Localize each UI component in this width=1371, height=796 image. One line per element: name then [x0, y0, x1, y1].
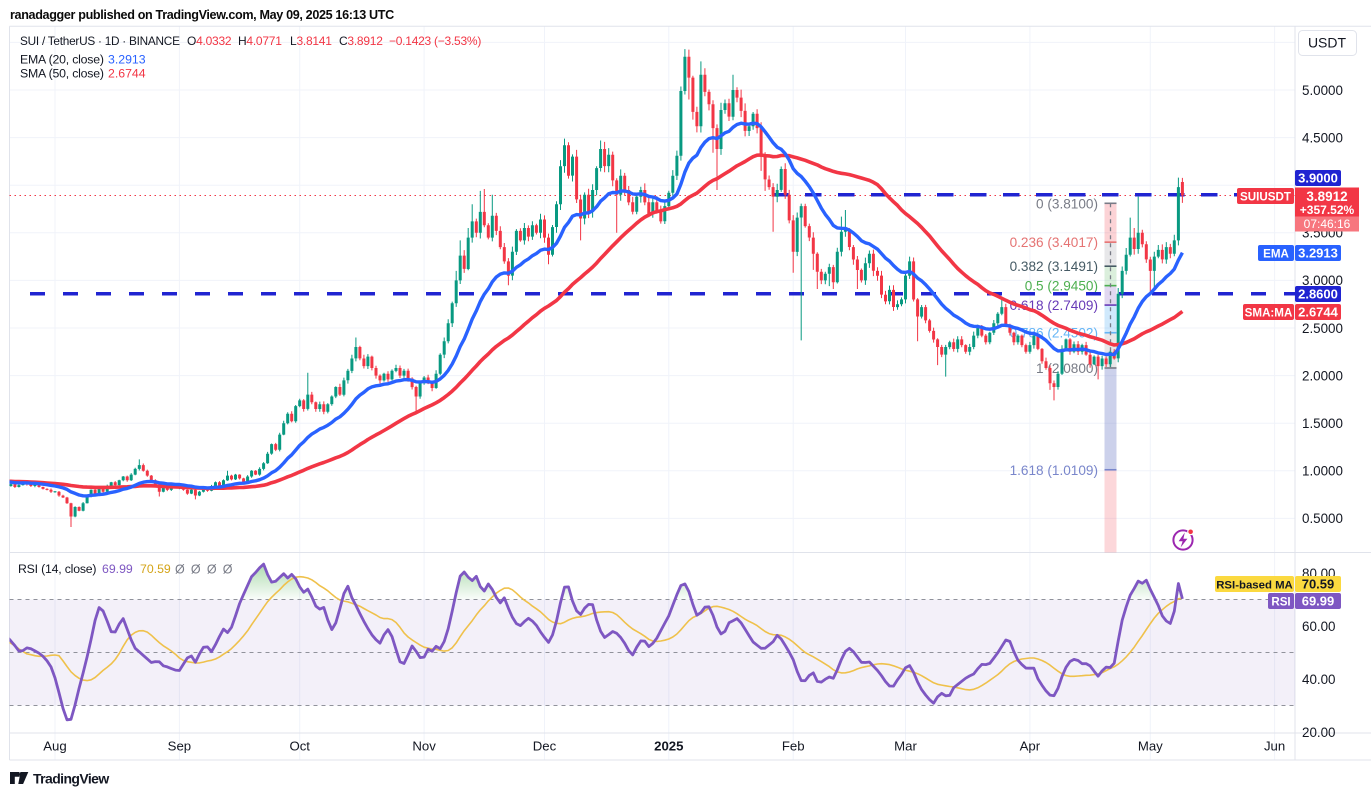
svg-text:60.00: 60.00 [1302, 619, 1336, 634]
svg-text:70.59: 70.59 [1302, 577, 1335, 592]
svg-text:O4.0332: O4.0332 [187, 34, 232, 48]
svg-text:07:46:16: 07:46:16 [1304, 217, 1351, 231]
svg-text:3.0000: 3.0000 [1302, 273, 1343, 288]
svg-text:69.99: 69.99 [102, 562, 133, 576]
svg-text:May: May [1138, 739, 1163, 754]
svg-text:4.5000: 4.5000 [1302, 130, 1343, 145]
svg-text:L3.8141: L3.8141 [290, 34, 332, 48]
svg-text:2.0000: 2.0000 [1302, 368, 1343, 383]
svg-text:3.2913: 3.2913 [1298, 246, 1338, 261]
svg-text:SUIUSDT: SUIUSDT [1240, 191, 1291, 204]
svg-text:2.6744: 2.6744 [1298, 305, 1339, 320]
svg-text:2.5000: 2.5000 [1302, 321, 1343, 336]
svg-text:ØØØØ: ØØØØ [175, 563, 239, 577]
svg-text:Dec: Dec [533, 739, 557, 754]
svg-text:Nov: Nov [412, 739, 436, 754]
svg-text:40.00: 40.00 [1302, 672, 1336, 687]
svg-text:TradingView: TradingView [33, 771, 109, 787]
svg-text:RSI-based MA: RSI-based MA [1216, 580, 1293, 592]
svg-text:3.8912: 3.8912 [1306, 189, 1347, 204]
svg-text:RSI: RSI [1271, 596, 1290, 609]
svg-text:0.5 (2.9450): 0.5 (2.9450) [1025, 279, 1098, 294]
svg-text:69.99: 69.99 [1302, 594, 1335, 609]
svg-text:5.0000: 5.0000 [1302, 83, 1343, 98]
svg-text:SMA (50, close): SMA (50, close) [20, 67, 104, 81]
svg-text:0.382 (3.1491): 0.382 (3.1491) [1010, 259, 1098, 274]
svg-text:0.236 (3.4017): 0.236 (3.4017) [1010, 235, 1098, 250]
svg-text:USDT: USDT [1308, 35, 1347, 51]
svg-text:SUI / TetherUS · 1D · BINANCE: SUI / TetherUS · 1D · BINANCE [20, 34, 180, 48]
svg-text:ranadagger published on Tradin: ranadagger published on TradingView.com,… [10, 8, 394, 22]
svg-text:0.5000: 0.5000 [1302, 511, 1343, 526]
svg-text:−0.1423 (−3.53%): −0.1423 (−3.53%) [389, 34, 481, 48]
svg-text:SMA:MA: SMA:MA [1245, 307, 1293, 320]
svg-text:EMA: EMA [1263, 248, 1289, 261]
svg-text:1.5000: 1.5000 [1302, 416, 1343, 431]
svg-text:EMA (20, close): EMA (20, close) [20, 53, 104, 67]
svg-text:+357.52%: +357.52% [1300, 203, 1355, 217]
svg-text:3.9000: 3.9000 [1298, 171, 1338, 186]
svg-text:C3.8912: C3.8912 [339, 34, 383, 48]
svg-text:2025: 2025 [654, 739, 683, 754]
svg-text:0.786 (2.4502): 0.786 (2.4502) [1010, 326, 1098, 341]
svg-text:2.6744: 2.6744 [108, 67, 146, 81]
svg-text:Oct: Oct [289, 739, 310, 754]
svg-text:RSI (14, close): RSI (14, close) [18, 562, 96, 576]
svg-text:Mar: Mar [894, 739, 917, 754]
svg-text:Sep: Sep [168, 739, 191, 754]
svg-text:20.00: 20.00 [1302, 725, 1336, 740]
svg-text:0 (3.8100): 0 (3.8100) [1036, 196, 1098, 211]
svg-text:70.59: 70.59 [140, 562, 171, 576]
svg-text:H4.0771: H4.0771 [238, 34, 282, 48]
svg-text:Apr: Apr [1020, 739, 1041, 754]
svg-text:2.8600: 2.8600 [1298, 287, 1338, 302]
svg-text:1.0000: 1.0000 [1302, 464, 1343, 479]
svg-text:Feb: Feb [782, 739, 805, 754]
svg-text:Jun: Jun [1264, 739, 1285, 754]
svg-text:1 (2.0800): 1 (2.0800) [1036, 361, 1098, 376]
svg-text:Aug: Aug [43, 739, 66, 754]
svg-text:1.618 (1.0109): 1.618 (1.0109) [1010, 463, 1098, 478]
svg-text:3.2913: 3.2913 [108, 53, 146, 67]
